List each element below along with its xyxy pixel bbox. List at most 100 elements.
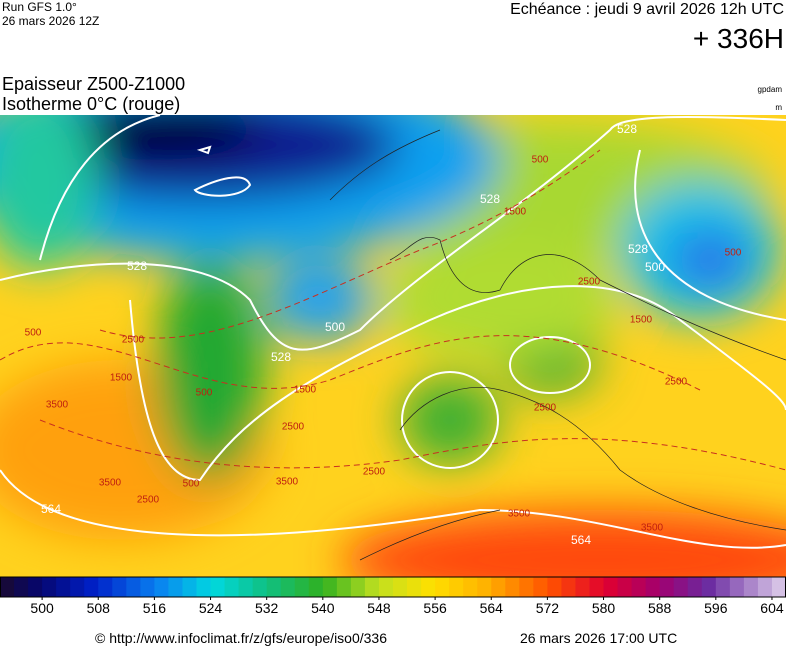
contour-label: 564 [571,533,591,547]
scale-swatch [449,577,464,597]
scale-swatch [687,577,703,597]
contour-label: 528 [617,122,637,136]
scale-swatch [336,577,352,597]
scale-swatch [252,577,268,597]
scale-swatch [491,577,506,597]
scale-swatch [771,577,786,597]
scale-swatch [210,577,226,597]
scale-swatch [673,577,689,597]
scale-swatch [757,577,773,597]
scale-swatch [56,577,71,597]
scale-label: 564 [480,600,504,616]
scale-label: 588 [648,600,672,616]
subtitle: Isotherme 0°C (rouge) [2,94,180,114]
contour-label: 2500 [282,422,305,433]
horizon: + 336H [693,23,784,54]
contour-label: 528 [628,242,648,256]
scale-swatch [421,577,436,597]
echeance: Echéance : jeudi 9 avril 2026 12h UTC [510,1,784,18]
scale-swatch [645,577,661,597]
scale-swatch [196,577,212,597]
contour-label: 528 [480,192,500,206]
scale-swatch [364,577,380,597]
contour-label: 3500 [46,400,69,411]
scale-swatch [378,577,394,597]
contour-label: 528 [271,350,291,364]
scale-swatch [743,577,759,597]
scale-swatch [126,577,141,597]
contour-label: 3500 [99,478,122,489]
scale-swatch [393,577,408,597]
scale-label: 516 [143,600,167,616]
title: Epaisseur Z500-Z1000 [2,74,185,94]
scale-swatch [715,577,731,597]
scale-label: 524 [199,600,223,616]
unit: gpdam [758,85,783,94]
footer-url: © http://www.infoclimat.fr/z/gfs/europe/… [95,630,387,646]
scale-swatch [140,577,155,597]
contour-label: 500 [25,328,42,339]
scale-label: 596 [704,600,728,616]
scale-swatch [28,577,43,597]
run: Run GFS 1.0° [2,0,77,14]
contour-label: 2500 [534,403,557,414]
contour-label: 2500 [578,277,601,288]
contour-label: 3500 [276,477,299,488]
scale-swatch [561,577,576,597]
contour-label: 500 [725,248,742,259]
scale-swatch [659,577,675,597]
scale-swatch [182,577,197,597]
scale-swatch [407,577,422,597]
scale-swatch [98,577,113,597]
scale-label: 556 [423,600,447,616]
scale-swatch [294,577,310,597]
scale-swatch [505,577,520,597]
contour-label: 2500 [122,335,145,346]
scale-swatch [112,577,127,597]
scale-label: 548 [367,600,391,616]
contour-label: 1500 [294,385,317,396]
scale-swatch [14,577,29,597]
contour-label: 2500 [137,495,160,506]
contour-label: 2500 [665,377,688,388]
scale-swatch [547,577,562,597]
scale-swatch [617,577,633,597]
scale-swatch [70,577,85,597]
scale-swatch [238,577,254,597]
scale-label: 500 [30,600,54,616]
scale-swatch [603,577,619,597]
contour-label: 1500 [630,315,653,326]
scale-label: 572 [536,600,560,616]
map: 528 500 1500 528 528 500 528 500 500 2500 1500 500 5… [0,115,786,577]
contour-label: 500 [183,479,200,490]
contour-label: 500 [196,388,213,399]
scale-swatch [701,577,717,597]
contour-label: 564 [41,502,61,516]
scale-swatch [729,577,745,597]
scale-swatch [631,577,647,597]
scale-swatch [266,577,282,597]
scale-swatch [84,577,99,597]
unit: m [775,103,782,112]
scale-label: 580 [592,600,616,616]
scale-swatch [308,577,324,597]
scale-swatch [463,577,478,597]
scale-swatch [168,577,183,597]
contour-label: 2500 [363,467,386,478]
scale-swatch [280,577,296,597]
scale-label: 508 [87,600,111,616]
scale-label: 532 [255,600,279,616]
contour-label: 1500 [110,373,133,384]
scale-swatch [224,577,240,597]
contour-label: 500 [645,260,665,274]
contour-label: 3500 [508,509,531,520]
scale-swatch [154,577,169,597]
scale-swatch [533,577,548,597]
scale-swatch [575,577,590,597]
scale-swatch [477,577,492,597]
footer-date: 26 mars 2026 17:00 UTC [520,630,677,646]
scale-swatch [519,577,534,597]
scale-swatch [322,577,338,597]
scale-swatch [435,577,450,597]
